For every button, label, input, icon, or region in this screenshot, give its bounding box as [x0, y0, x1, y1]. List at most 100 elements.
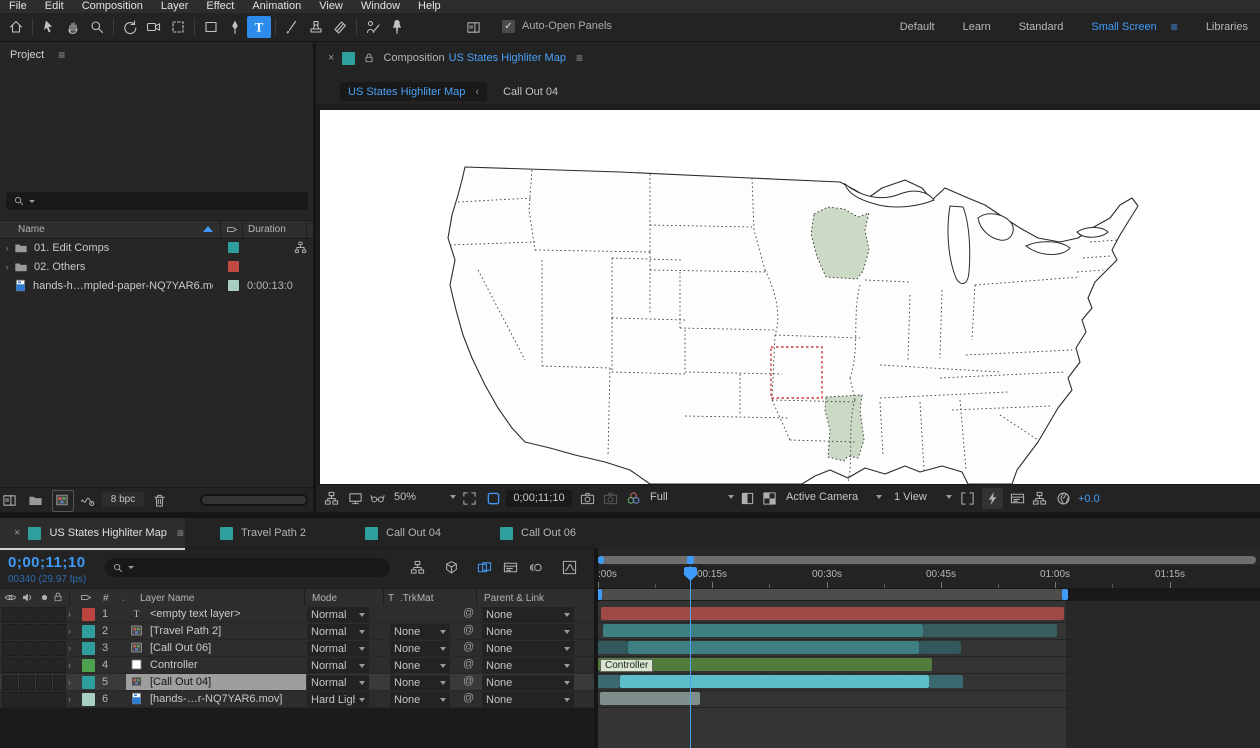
trkmat-select[interactable]: None	[390, 675, 450, 690]
solo-toggle[interactable]	[36, 607, 52, 622]
lock-toggle[interactable]	[53, 692, 66, 707]
twirl-icon[interactable]: ›	[68, 626, 71, 636]
menu-item-effect[interactable]: Effect	[206, 0, 235, 12]
twirl-icon[interactable]: ›	[68, 660, 71, 670]
label-color-swatch[interactable]	[228, 261, 239, 272]
menu-item-edit[interactable]: Edit	[44, 0, 64, 12]
parent-select[interactable]: None	[482, 658, 574, 673]
lock-toggle[interactable]	[53, 658, 66, 673]
twirl-icon[interactable]: ›	[68, 609, 71, 619]
label-column-icon[interactable]	[80, 591, 93, 604]
stereo-glasses-icon[interactable]	[370, 491, 385, 506]
puppet-pin-tool[interactable]	[385, 16, 409, 38]
project-flowchart-icon[interactable]	[2, 493, 17, 508]
parent-pickwhip-icon[interactable]: @	[463, 692, 475, 704]
layer-name[interactable]: [Call Out 04]	[150, 676, 212, 688]
delete-icon[interactable]	[152, 493, 167, 508]
trkmat-select[interactable]: None	[390, 658, 450, 673]
timeline-search-input[interactable]	[105, 558, 390, 577]
exposure-value[interactable]: +0.0	[1078, 493, 1100, 505]
column-parent[interactable]: Parent & Link	[484, 593, 545, 604]
region-of-interest-icon[interactable]	[462, 491, 477, 506]
composition-canvas[interactable]	[320, 110, 1260, 484]
mini-timeline-icon[interactable]	[1010, 491, 1025, 506]
comp-flowchart-icon[interactable]	[1032, 491, 1047, 506]
layer-row-3[interactable]: › 3 [Call Out 06] Normal None @ None	[0, 640, 594, 657]
menu-item-file[interactable]: File	[9, 0, 27, 12]
twirl-icon[interactable]: ›	[5, 242, 9, 253]
layer-name[interactable]: [hands-…r-NQ7YAR6.mov]	[150, 693, 283, 705]
pen-tool[interactable]	[223, 16, 247, 38]
workspace-default[interactable]: Default	[899, 21, 935, 33]
exposure-icon[interactable]	[1056, 491, 1071, 506]
layer-bar[interactable]	[923, 624, 1057, 637]
parent-select[interactable]: None	[482, 607, 574, 622]
layer-color-swatch[interactable]	[82, 676, 95, 689]
lock-toggle[interactable]	[53, 607, 66, 622]
twirl-icon[interactable]: ›	[68, 694, 71, 704]
blend-mode-select[interactable]: Normal	[307, 641, 369, 656]
layer-bar[interactable]	[919, 641, 961, 654]
motion-blur-icon[interactable]	[529, 560, 544, 575]
type-tool[interactable]: T	[247, 16, 271, 38]
blend-mode-select[interactable]: Hard Ligh	[307, 692, 369, 707]
audio-toggle[interactable]	[19, 624, 35, 639]
layer-bar[interactable]	[603, 624, 923, 637]
layer-name[interactable]: [Call Out 06]	[150, 642, 212, 654]
camera-select[interactable]: Active Camera	[786, 491, 882, 503]
label-column-icon[interactable]	[226, 223, 239, 236]
twirl-icon[interactable]: ›	[5, 261, 9, 272]
eraser-tool[interactable]	[328, 16, 352, 38]
transparency-grid-icon[interactable]	[740, 491, 755, 506]
parent-pickwhip-icon[interactable]: @	[463, 624, 475, 636]
pixel-aspect-icon[interactable]	[960, 491, 975, 506]
layer-bar[interactable]	[628, 641, 919, 654]
project-item-row[interactable]: › 01. Edit Comps	[0, 238, 313, 257]
project-search-input[interactable]	[6, 192, 308, 210]
layer-row-1[interactable]: › 1 T <empty text layer> Normal @ None	[0, 606, 594, 623]
blend-mode-select[interactable]: Normal	[307, 624, 369, 639]
layer-color-swatch[interactable]	[82, 625, 95, 638]
audio-toggle[interactable]	[19, 607, 35, 622]
selection-marquee[interactable]	[770, 346, 823, 399]
composition-tab[interactable]: × Composition US States Highliter Map ≡	[328, 50, 583, 66]
rectangle-tool[interactable]	[199, 16, 223, 38]
viewer-timecode[interactable]: 0;00;11;10	[506, 490, 572, 507]
checkerboard-icon[interactable]	[762, 491, 777, 506]
menu-item-composition[interactable]: Composition	[81, 0, 143, 12]
view-layout-select[interactable]: 1 View	[894, 491, 952, 503]
layer-name[interactable]: Controller	[150, 659, 198, 671]
draft-3d-icon[interactable]	[444, 560, 459, 575]
time-navigator[interactable]	[598, 556, 1256, 564]
column-t[interactable]: T	[388, 593, 395, 604]
hand-tool[interactable]	[61, 16, 85, 38]
composition-panel-menu-icon[interactable]: ≡	[575, 51, 583, 65]
timeline-tab-call-out-06[interactable]: Call Out 06	[490, 518, 630, 548]
layer-color-swatch[interactable]	[82, 659, 95, 672]
menu-item-help[interactable]: Help	[418, 0, 441, 12]
layer-color-swatch[interactable]	[82, 642, 95, 655]
mask-visibility-icon[interactable]	[486, 491, 501, 506]
solo-toggle[interactable]	[36, 675, 52, 690]
project-scrollbar[interactable]	[200, 494, 308, 506]
work-area-start-handle[interactable]	[598, 589, 602, 600]
frame-blending-icon[interactable]	[477, 560, 492, 575]
layer-bar[interactable]	[929, 675, 963, 688]
workspace-small-screen[interactable]: Small Screen	[1091, 21, 1157, 33]
lock-icon[interactable]	[363, 52, 375, 64]
roto-brush-tool[interactable]	[361, 16, 385, 38]
panel-layout-icon[interactable]	[466, 20, 481, 35]
timeline-tab-call-out-04[interactable]: Call Out 04	[355, 518, 495, 548]
audio-column-speaker-icon[interactable]	[21, 591, 34, 604]
layer-bar[interactable]	[598, 641, 628, 654]
fast-previews-icon[interactable]	[985, 491, 1000, 506]
blend-mode-select[interactable]: Normal	[307, 607, 369, 622]
parent-select[interactable]: None	[482, 675, 574, 690]
column-trkmat[interactable]: .TrkMat	[400, 593, 434, 604]
layer-name[interactable]: <empty text layer>	[150, 608, 241, 620]
new-composition-icon[interactable]	[55, 493, 69, 507]
comp-mini-flowchart-icon[interactable]	[410, 560, 425, 575]
solo-toggle[interactable]	[36, 641, 52, 656]
rotate-tool[interactable]	[118, 16, 142, 38]
layer-color-swatch[interactable]	[82, 693, 95, 706]
